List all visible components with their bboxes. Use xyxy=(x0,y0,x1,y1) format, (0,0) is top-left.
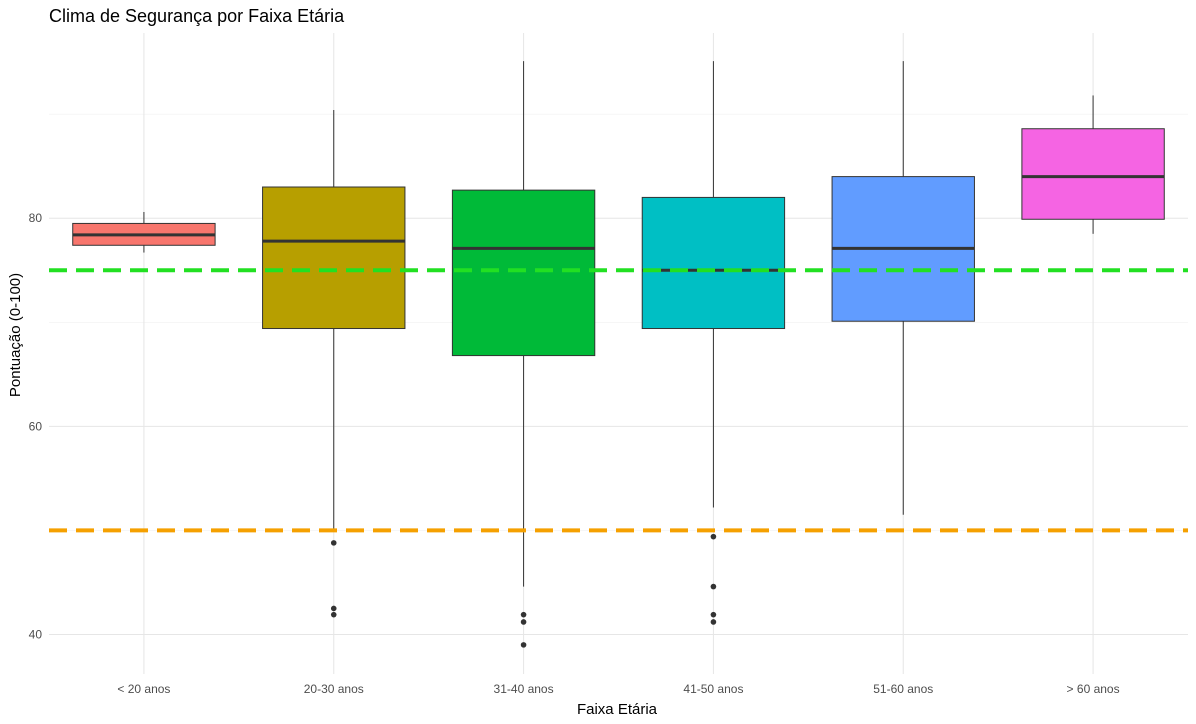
box-group xyxy=(641,61,786,625)
y-tick-label: 40 xyxy=(29,627,43,641)
x-tick-label: 31-40 anos xyxy=(494,682,554,696)
x-tick-label: > 60 anos xyxy=(1067,682,1120,696)
y-tick-label: 60 xyxy=(29,419,43,433)
box-group xyxy=(262,110,406,618)
outlier-point xyxy=(710,611,717,618)
x-tick-label: 41-50 anos xyxy=(683,682,743,696)
outlier-point xyxy=(520,619,527,625)
box-body xyxy=(262,186,406,330)
x-axis-title: Faixa Etária xyxy=(577,701,658,718)
axis-labels-layer: 40 60 80 < 20 anos 20-30 anos 31-40 anos 41-50… xyxy=(29,211,1120,696)
box-group xyxy=(72,211,216,253)
grid-layer xyxy=(49,33,1188,674)
outlier-point xyxy=(330,540,337,546)
box-body xyxy=(451,189,596,357)
outlier-point xyxy=(710,533,717,540)
box-group xyxy=(451,61,596,648)
y-tick-label: 80 xyxy=(29,211,43,225)
x-tick-label: < 20 anos xyxy=(117,682,170,696)
outlier-point xyxy=(330,611,337,618)
outlier-point xyxy=(330,605,337,612)
box-group xyxy=(831,61,975,515)
outlier-point xyxy=(520,642,527,648)
boxes-layer xyxy=(49,61,1188,648)
outlier-point xyxy=(710,583,717,590)
outlier-point xyxy=(710,619,717,625)
box-group xyxy=(1021,95,1165,234)
y-axis-title: Pontuação (0-100) xyxy=(7,273,24,397)
outlier-point xyxy=(520,611,527,618)
chart-title: Clima de Segurança por Faixa Etária xyxy=(49,6,345,26)
x-tick-label: 51-60 anos xyxy=(873,682,933,696)
box-body xyxy=(1021,128,1165,220)
box-body xyxy=(641,196,786,330)
x-tick-label: 20-30 anos xyxy=(304,682,364,696)
